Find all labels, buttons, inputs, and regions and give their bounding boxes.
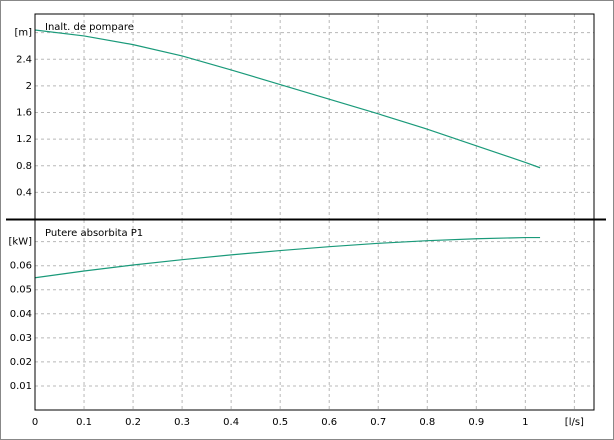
y-tick-label: 2.4 [16, 54, 32, 65]
x-tick-label: 0.3 [174, 417, 190, 428]
x-tick-label: 0.6 [321, 417, 337, 428]
y-tick-label: 0.06 [10, 261, 32, 272]
x-tick-label: 0.8 [419, 417, 435, 428]
x-tick-label: [l/s] [565, 417, 584, 428]
y-tick-label: 0.03 [10, 333, 32, 344]
x-tick-label: 0.1 [76, 417, 92, 428]
x-tick-label: 0.9 [468, 417, 484, 428]
curve [34, 29, 541, 169]
x-tick-label: 0.7 [370, 417, 386, 428]
y-tick-label: [m] [14, 28, 32, 39]
x-tick-label: 0.4 [223, 417, 239, 428]
y-tick-label: 0.8 [16, 161, 32, 172]
y-tick-label: 0.01 [10, 381, 32, 392]
y-tick-label: 2 [26, 81, 32, 92]
panel-title: Inalt. de pompare [45, 22, 134, 33]
y-tick-label: 0.02 [10, 357, 32, 368]
y-tick-label: 0.05 [10, 285, 32, 296]
curve [34, 236, 541, 279]
panel-title: Putere absorbita P1 [45, 228, 143, 239]
y-tick-label: [kW] [9, 237, 33, 248]
y-tick-label: 0.04 [10, 309, 32, 320]
x-tick-label: 1 [522, 417, 528, 428]
y-tick-label: 1.2 [16, 134, 32, 145]
x-tick-label: 0.5 [272, 417, 288, 428]
x-tick-label: 0.2 [125, 417, 141, 428]
y-tick-label: 1.6 [16, 108, 32, 119]
y-tick-label: 0.4 [16, 187, 32, 198]
x-tick-label: 0 [32, 417, 38, 428]
